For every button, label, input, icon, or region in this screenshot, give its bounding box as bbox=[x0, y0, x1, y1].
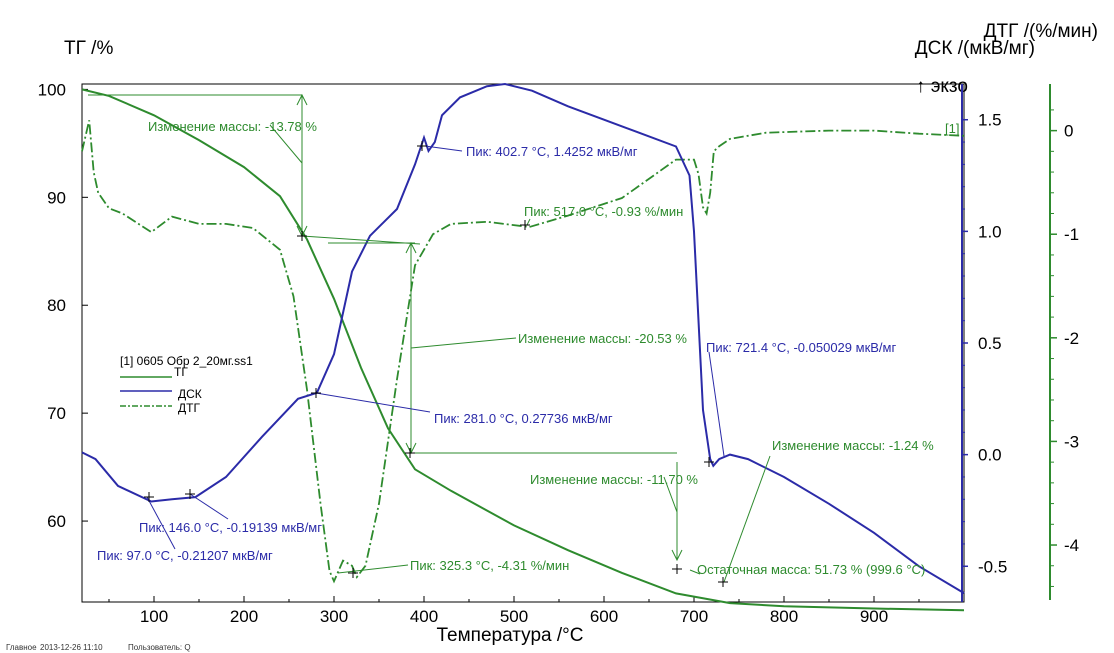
mass-change-1: Изменение массы: -13.78 % bbox=[148, 119, 317, 134]
dsc-peak-146: Пик: 146.0 °C, -0.19139 мкВ/мг bbox=[139, 520, 322, 535]
dsc-peak-leaders bbox=[146, 145, 725, 550]
dtg-tick-label: -1 bbox=[1064, 225, 1079, 244]
x-tick-label: 100 bbox=[140, 607, 168, 626]
x-tick-label: 400 bbox=[410, 607, 438, 626]
dsc-tick-label: 0.5 bbox=[978, 334, 1002, 353]
dsc-tick-label: 1.0 bbox=[978, 222, 1002, 241]
x-tick-label: 500 bbox=[500, 607, 528, 626]
dtg-axis-label: ДТГ /(%/мин) bbox=[984, 21, 1098, 42]
dtg-tick-label: 0 bbox=[1064, 122, 1073, 141]
footer-date: 2013-12-26 11:10 bbox=[40, 643, 103, 652]
x-tick-label: 600 bbox=[590, 607, 618, 626]
legend-label-dsc: ДСК bbox=[178, 387, 202, 401]
mass-change-markers bbox=[88, 93, 771, 583]
mass-change-3: Изменение массы: -11.70 % bbox=[530, 472, 698, 487]
footer-left: Главное bbox=[6, 643, 37, 652]
x-tick-label: 700 bbox=[680, 607, 708, 626]
x-axis-ticks: 100 200 300 400 500 600 700 800 900 bbox=[108, 596, 920, 626]
x-tick-label: 900 bbox=[860, 607, 888, 626]
dtg-tick-label: -4 bbox=[1064, 536, 1079, 555]
legend-label-tg: ТГ bbox=[174, 365, 188, 379]
x-axis-label: Температура /°C bbox=[437, 625, 584, 646]
dsc-exo-label: ↑ экзо bbox=[916, 76, 968, 97]
legend-label-dtg: ДТГ bbox=[178, 401, 200, 415]
tg-tick-label: 100 bbox=[38, 80, 66, 99]
footer: Главное 2013-12-26 11:10 Пользователь: Q bbox=[6, 643, 191, 652]
mass-change-4: Изменение массы: -1.24 % bbox=[772, 438, 934, 453]
dtg-peak-517: Пик: 517.0 °C, -0.93 %/мин bbox=[524, 204, 683, 219]
dsc-axis: -0.5 0.0 0.5 1.0 1.5 bbox=[961, 84, 1007, 602]
dsc-tick-label: 0.0 bbox=[978, 446, 1002, 465]
tg-tick-label: 70 bbox=[47, 404, 66, 423]
dsc-axis-label: ДСК /(мкВ/мг) bbox=[915, 38, 1035, 59]
dsc-tick-label: -0.5 bbox=[978, 557, 1007, 576]
dtg-tick-label: -2 bbox=[1064, 329, 1079, 348]
legend-title: [1] 0605 Обр 2_20мг.ss1 bbox=[120, 354, 253, 368]
dsc-peak-97: Пик: 97.0 °C, -0.21207 мкВ/мг bbox=[97, 548, 273, 563]
dtg-axis: -4 -3 -2 -1 0 bbox=[1049, 84, 1079, 600]
dsc-peak-281: Пик: 281.0 °C, 0.27736 мкВ/мг bbox=[434, 411, 613, 426]
residual-mass: Остаточная масса: 51.73 % (999.6 °C) bbox=[697, 562, 925, 577]
mass-change-2: Изменение массы: -20.53 % bbox=[518, 331, 687, 346]
peak-markers bbox=[144, 141, 728, 587]
x-tick-label: 200 bbox=[230, 607, 258, 626]
series-tg-line bbox=[81, 88, 965, 612]
tg-tick-label: 80 bbox=[47, 296, 66, 315]
dsc-peak-721: Пик: 721.4 °C, -0.050029 мкВ/мг bbox=[706, 340, 896, 355]
series-dsc-line bbox=[81, 82, 965, 594]
curve-tag: [1] bbox=[945, 121, 959, 136]
x-tick-label: 800 bbox=[770, 607, 798, 626]
tg-axis-ticks: 60 70 80 90 100 bbox=[38, 80, 88, 531]
dtg-peak-325: Пик: 325.3 °C, -4.31 %/мин bbox=[410, 558, 569, 573]
dsc-tick-label: 1.5 bbox=[978, 111, 1002, 130]
x-tick-label: 300 bbox=[320, 607, 348, 626]
tg-tick-label: 60 bbox=[47, 512, 66, 531]
legend: [1] 0605 Обр 2_20мг.ss1 ТГ ДСК ДТГ bbox=[120, 354, 253, 415]
dtg-tick-label: -3 bbox=[1064, 432, 1079, 451]
dsc-peak-402: Пик: 402.7 °C, 1.4252 мкВ/мг bbox=[466, 144, 638, 159]
series-dtg-line bbox=[81, 120, 965, 584]
footer-user: Пользователь: Q bbox=[128, 643, 191, 652]
tg-tick-label: 90 bbox=[47, 188, 66, 207]
tg-axis-label: ТГ /% bbox=[64, 38, 113, 59]
